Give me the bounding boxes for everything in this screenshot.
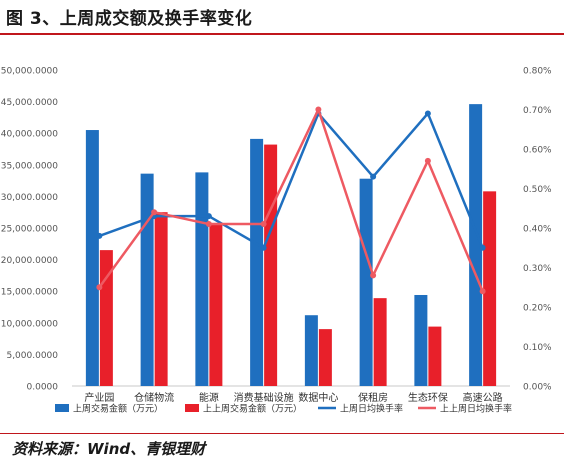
right-tick-label: 0.60%	[523, 146, 552, 156]
line-point	[370, 272, 377, 279]
left-tick-label: 25,000.0000	[1, 225, 59, 235]
legend-label: 上周交易金额（万元）	[73, 403, 163, 415]
line-point	[96, 284, 103, 291]
left-tick-label: 0.0000	[27, 383, 59, 393]
line-point	[370, 173, 377, 180]
line-point	[479, 288, 486, 295]
left-tick-label: 15,000.0000	[1, 288, 59, 298]
combo-chart: 0.0000 5,000.0000 10,000.0000 15,000.0000 20…	[1, 67, 552, 415]
right-tick-label: 0.40%	[523, 225, 552, 235]
line-point	[96, 232, 103, 239]
left-tick-label: 10,000.0000	[1, 319, 59, 329]
legend: 上周交易金额（万元） 上上周交易金额（万元） 上周日均换手率 上上周日均换手率	[55, 403, 512, 415]
series-line	[98, 112, 484, 249]
line-point	[315, 106, 322, 113]
bar	[209, 224, 223, 386]
legend-label: 上上周交易金额（万元）	[203, 403, 302, 415]
legend-label: 上上周日均换手率	[440, 403, 512, 415]
legend-swatch	[185, 404, 199, 412]
bar	[469, 104, 483, 387]
line-point	[424, 157, 431, 164]
legend-swatch	[55, 404, 69, 412]
bar	[414, 294, 428, 386]
bar	[318, 329, 332, 386]
bar	[140, 173, 154, 386]
right-tick-label: 0.10%	[523, 343, 552, 353]
right-tick-label: 0.30%	[523, 264, 552, 274]
bar	[428, 326, 442, 386]
bar	[304, 315, 318, 386]
right-tick-label: 0.50%	[523, 185, 552, 195]
right-tick-label: 0.80%	[523, 67, 552, 77]
bar	[373, 298, 387, 386]
title-divider	[0, 33, 564, 35]
line-point	[205, 213, 212, 220]
series-line	[98, 108, 484, 292]
bar	[195, 172, 209, 386]
right-tick-label: 0.70%	[523, 106, 552, 116]
line-point	[205, 221, 212, 228]
chart-title: 图 3、上周成交额及换手率变化	[6, 9, 253, 29]
x-axis-labels: 产业园 仓储物流 能源 消费基础设施 数据中心 保租房 生态环保 高速公路	[84, 391, 502, 404]
x-tick-label: 仓储物流	[134, 391, 174, 404]
left-tick-label: 35,000.0000	[1, 161, 59, 171]
x-tick-label: 消费基础设施	[234, 391, 294, 404]
x-tick-label: 保租房	[358, 391, 388, 404]
left-tick-label: 30,000.0000	[1, 193, 59, 203]
x-tick-label: 高速公路	[463, 391, 503, 404]
line-point	[260, 221, 267, 228]
x-tick-label: 数据中心	[298, 391, 338, 404]
line-point	[424, 110, 431, 117]
left-tick-label: 45,000.0000	[1, 98, 59, 108]
left-tick-label: 5,000.0000	[6, 351, 58, 361]
line-series	[96, 106, 486, 295]
x-tick-label: 生态环保	[408, 391, 448, 404]
x-tick-label: 产业园	[84, 391, 114, 404]
left-tick-label: 50,000.0000	[1, 67, 59, 77]
bar-series	[85, 104, 497, 387]
legend-label: 上周日均换手率	[340, 403, 403, 415]
bar	[264, 144, 278, 386]
right-axis: 0.00% 0.10% 0.20% 0.30% 0.40% 0.50% 0.60% 0.70%…	[523, 67, 552, 393]
left-axis: 0.0000 5,000.0000 10,000.0000 15,000.0000 20…	[1, 67, 59, 393]
line-point	[479, 244, 486, 251]
bar	[250, 138, 264, 386]
x-tick-label: 能源	[199, 391, 219, 404]
line-point	[151, 209, 158, 216]
line-point	[260, 244, 267, 251]
source-divider	[0, 433, 564, 434]
right-tick-label: 0.20%	[523, 304, 552, 314]
source-note: 资料来源：Wind、青银理财	[12, 440, 206, 458]
bar	[483, 191, 497, 386]
bar	[85, 130, 99, 386]
left-tick-label: 40,000.0000	[1, 130, 59, 140]
left-tick-label: 20,000.0000	[1, 256, 59, 266]
bar	[359, 178, 373, 386]
bar	[154, 212, 168, 386]
right-tick-label: 0.00%	[523, 383, 552, 393]
